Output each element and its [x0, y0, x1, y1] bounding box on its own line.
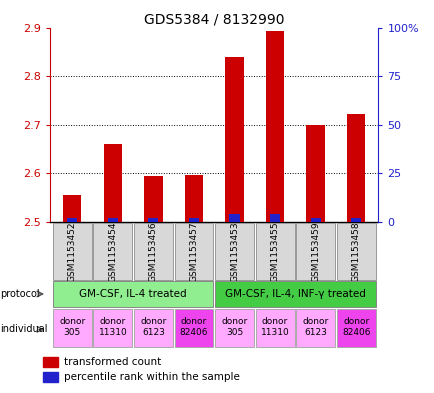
Bar [306, 125, 324, 222]
Bar [214, 309, 253, 347]
Bar [67, 218, 77, 222]
Bar [336, 222, 375, 281]
Bar [350, 218, 360, 222]
Text: GSM1153457: GSM1153457 [189, 221, 198, 282]
Text: percentile rank within the sample: percentile rank within the sample [64, 372, 240, 382]
Text: GSM1153456: GSM1153456 [148, 221, 158, 282]
Text: donor
305: donor 305 [221, 317, 247, 338]
Bar [53, 222, 92, 281]
Text: GM-CSF, IL-4, INF-γ treated: GM-CSF, IL-4, INF-γ treated [224, 289, 365, 299]
Text: donor
6123: donor 6123 [302, 317, 328, 338]
Text: transformed count: transformed count [64, 357, 161, 367]
Bar [93, 309, 132, 347]
Text: individual: individual [0, 324, 48, 334]
Bar [214, 281, 375, 307]
Bar [108, 218, 118, 222]
Bar [336, 309, 375, 347]
Bar [134, 222, 172, 281]
Text: GSM1153454: GSM1153454 [108, 221, 117, 282]
Text: donor
82406: donor 82406 [179, 317, 208, 338]
Bar [104, 144, 122, 222]
Bar [265, 31, 283, 222]
Bar [310, 218, 320, 222]
Bar [296, 222, 334, 281]
Text: donor
82406: donor 82406 [341, 317, 369, 338]
Title: GDS5384 / 8132990: GDS5384 / 8132990 [144, 12, 284, 26]
Bar [174, 309, 213, 347]
Bar [43, 372, 57, 382]
Bar [53, 281, 213, 307]
Bar [148, 218, 158, 222]
Bar [255, 309, 294, 347]
Bar [93, 222, 132, 281]
Text: GM-CSF, IL-4 treated: GM-CSF, IL-4 treated [79, 289, 187, 299]
Bar [270, 214, 279, 222]
Text: GSM1153458: GSM1153458 [351, 221, 360, 282]
Bar [188, 218, 198, 222]
Bar [214, 222, 253, 281]
Bar [144, 176, 162, 222]
Bar [184, 175, 203, 222]
Text: donor
11310: donor 11310 [98, 317, 127, 338]
Text: GSM1153459: GSM1153459 [310, 221, 319, 282]
Text: GSM1153455: GSM1153455 [270, 221, 279, 282]
Bar [43, 357, 57, 367]
Text: donor
6123: donor 6123 [140, 317, 166, 338]
Bar [296, 309, 334, 347]
Bar [174, 222, 213, 281]
Bar [255, 222, 294, 281]
Bar [346, 114, 365, 222]
Text: protocol: protocol [0, 289, 40, 299]
Bar [225, 57, 243, 222]
Bar [63, 195, 81, 222]
Text: donor
305: donor 305 [59, 317, 85, 338]
Text: donor
11310: donor 11310 [260, 317, 289, 338]
Bar [134, 309, 172, 347]
Text: GSM1153453: GSM1153453 [230, 221, 238, 282]
Bar [229, 214, 239, 222]
Text: GSM1153452: GSM1153452 [68, 221, 77, 282]
Bar [53, 309, 92, 347]
